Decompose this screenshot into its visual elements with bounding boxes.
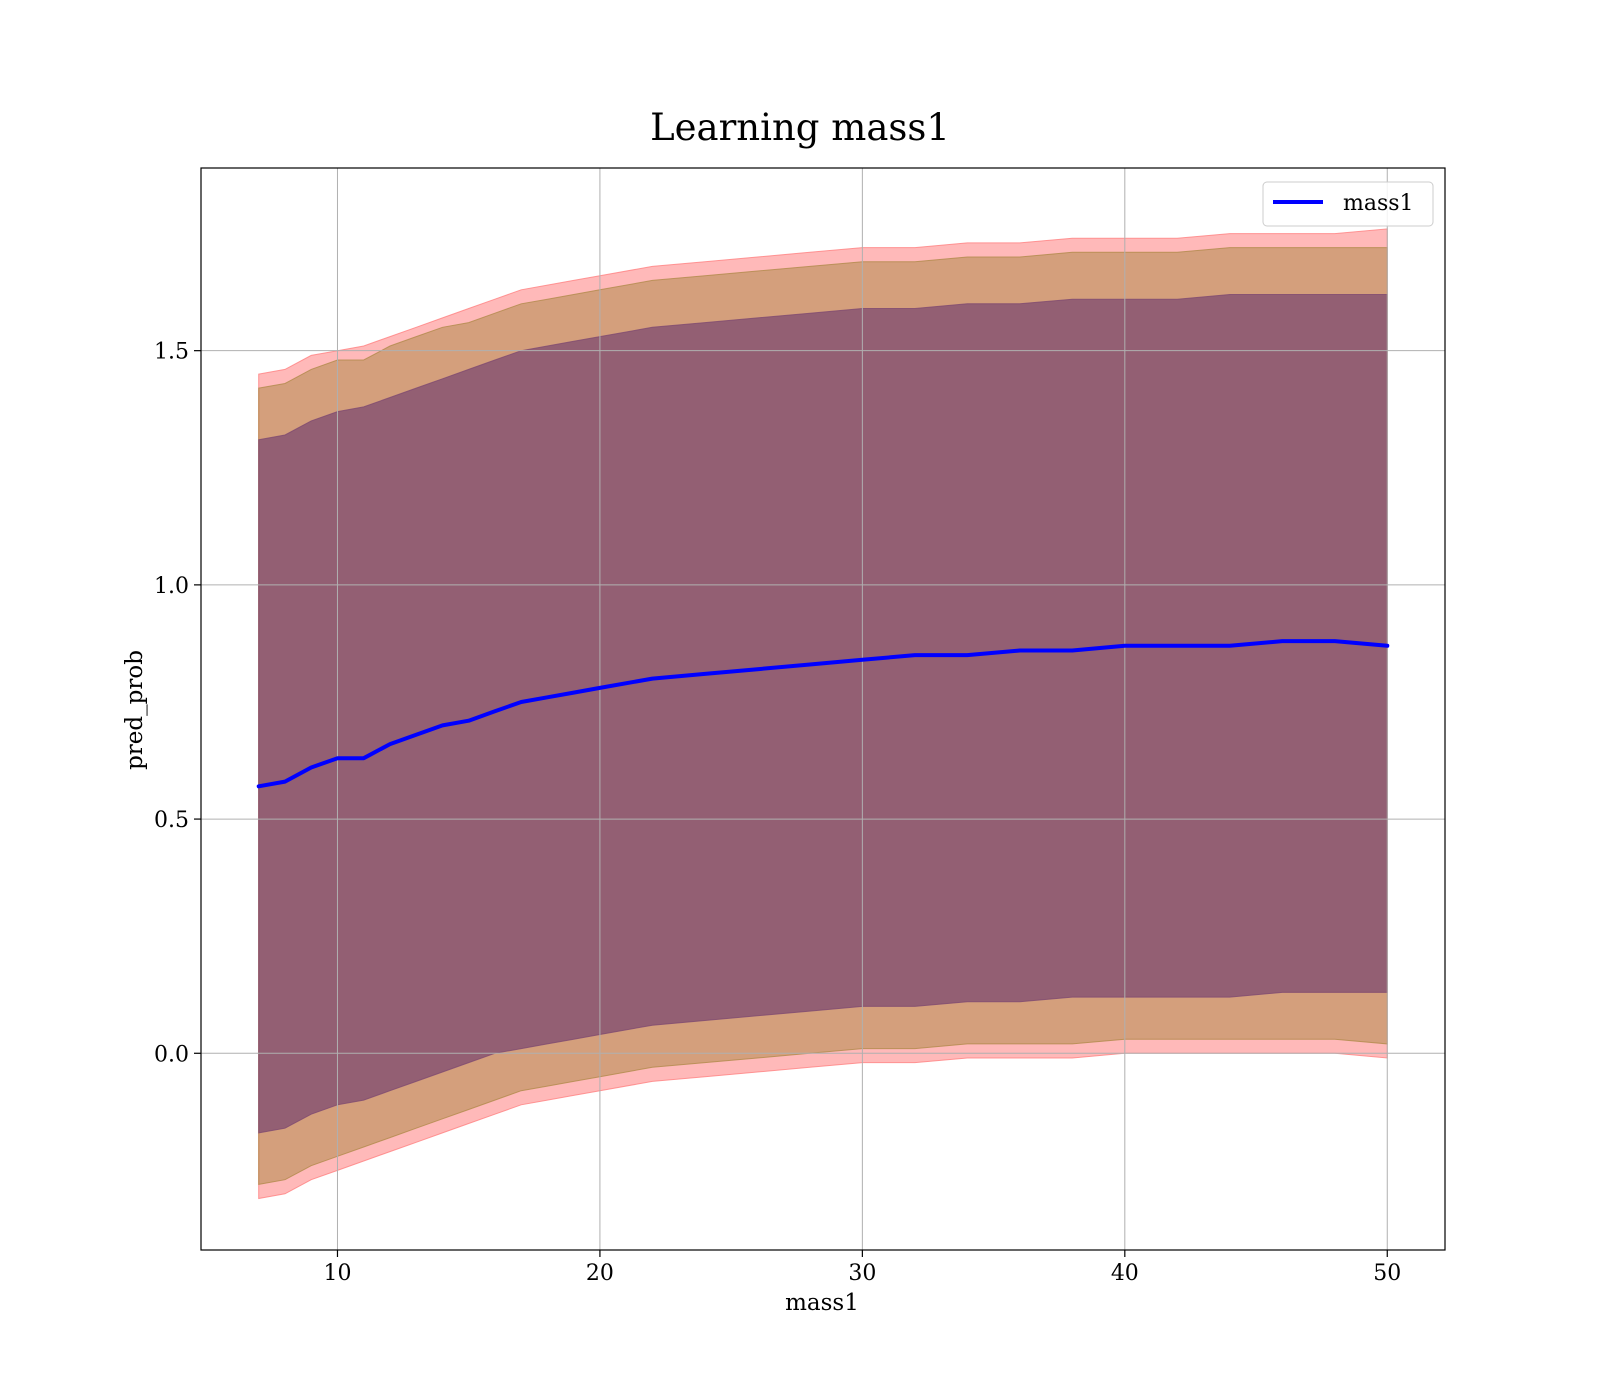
x-tick-label: 40 bbox=[1111, 1261, 1139, 1286]
legend: mass1 bbox=[1262, 181, 1434, 227]
chart-title: Learning mass1 bbox=[650, 106, 950, 149]
y-tick-label: 0.5 bbox=[154, 808, 189, 833]
plot-content bbox=[201, 168, 1445, 1250]
plot-frame bbox=[200, 167, 1446, 1251]
y-tick-label: 0.0 bbox=[154, 1042, 189, 1067]
y-tick-label: 1.5 bbox=[154, 340, 189, 365]
legend-label: mass1 bbox=[1343, 191, 1414, 216]
x-tick-label: 20 bbox=[586, 1261, 614, 1286]
y-axis-label: pred_prob bbox=[122, 650, 148, 770]
x-axis-label: mass1 bbox=[785, 1290, 859, 1316]
plot-area: 10 20 30 40 50 0.0 0.5 1.0 1.5 mass1 bbox=[154, 167, 1446, 1286]
x-tick-label: 10 bbox=[323, 1261, 351, 1286]
x-tick-label: 30 bbox=[848, 1261, 876, 1286]
series-line-mass1 bbox=[256, 639, 1390, 789]
y-tick-label: 1.0 bbox=[154, 574, 189, 599]
legend-box bbox=[1262, 181, 1434, 227]
x-tick-label: 50 bbox=[1373, 1261, 1401, 1286]
